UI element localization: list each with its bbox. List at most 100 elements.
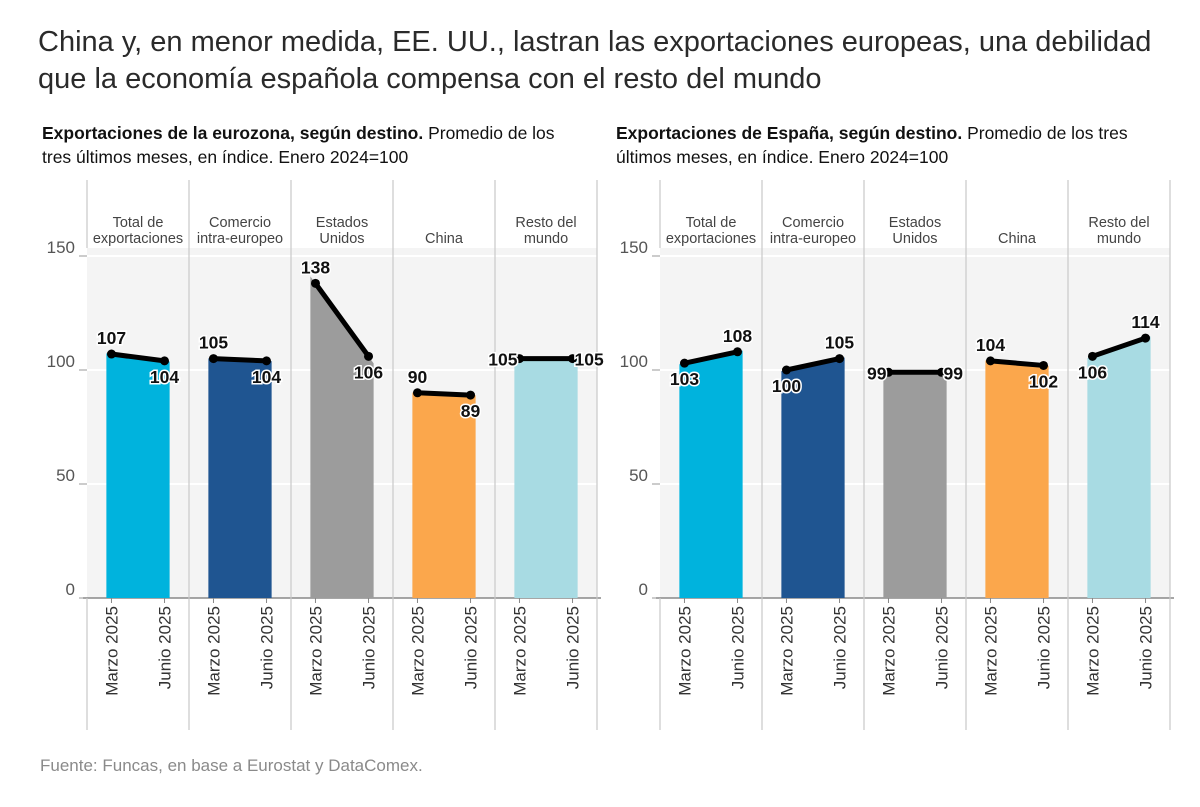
x-tick-label: Marzo 2025 (1083, 606, 1102, 696)
bar (208, 358, 272, 598)
y-tick-label: 100 (47, 352, 75, 371)
x-tick-label: Junio 2025 (462, 606, 481, 689)
source-note: Fuente: Funcas, en base a Eurostat y Dat… (40, 756, 423, 775)
series-line (312, 280, 372, 359)
category-label: Resto del (515, 215, 576, 231)
bar (985, 360, 1049, 598)
x-tick-label: Junio 2025 (156, 606, 175, 689)
data-label: 89 (461, 401, 481, 421)
x-tick-label: Marzo 2025 (204, 606, 223, 696)
data-point (412, 388, 422, 398)
category-label: China (425, 231, 464, 247)
x-tick-label: Marzo 2025 (102, 606, 121, 696)
series-line (210, 356, 270, 364)
data-label: 104 (976, 335, 1005, 355)
category-label: intra-europeo (197, 231, 283, 247)
data-point (781, 365, 791, 375)
bar (679, 350, 743, 598)
data-label: 107 (97, 328, 126, 348)
category-label: Comercio (209, 215, 271, 231)
data-point (883, 367, 893, 377)
category-label: Comercio (782, 215, 844, 231)
x-tick-label: Marzo 2025 (408, 606, 427, 696)
x-tick-label: Junio 2025 (564, 606, 583, 689)
data-label: 105 (825, 333, 854, 353)
data-point (937, 367, 947, 377)
data-label: 99 (867, 363, 887, 383)
x-tick-label: Marzo 2025 (510, 606, 529, 696)
bar (781, 357, 845, 598)
bar (412, 392, 476, 598)
x-tick-label: Junio 2025 (1035, 606, 1054, 689)
data-point (466, 390, 476, 400)
bar (1087, 336, 1151, 598)
x-tick-label: Junio 2025 (729, 606, 748, 689)
data-label: 105 (199, 333, 228, 353)
chart-title: China y, en menor medida, EE. UU., lastr… (38, 26, 1152, 95)
bar (514, 358, 578, 598)
data-point (1039, 360, 1049, 370)
bar (883, 372, 947, 598)
data-point (985, 356, 995, 366)
category-label: China (998, 231, 1037, 247)
category-label: Estados (316, 215, 368, 231)
x-tick-label: Marzo 2025 (777, 606, 796, 696)
x-tick-label: Marzo 2025 (306, 606, 325, 696)
y-tick-label: 150 (620, 238, 648, 257)
x-tick-label: Marzo 2025 (879, 606, 898, 696)
data-label: 106 (1078, 362, 1107, 382)
data-point (835, 354, 845, 364)
data-label: 138 (301, 257, 330, 277)
bar (106, 353, 170, 598)
data-point (364, 351, 374, 361)
x-tick-label: Junio 2025 (360, 606, 379, 689)
subtitle-eurozone: Exportaciones de la eurozona, según dest… (42, 121, 582, 169)
subtitle-spain-bold: Exportaciones de España, según destino. (616, 123, 963, 143)
category-label: mundo (524, 231, 568, 247)
x-tick-label: Junio 2025 (1137, 606, 1156, 689)
category-label: mundo (1097, 231, 1141, 247)
data-label: 105 (488, 350, 517, 370)
y-tick-label: 50 (629, 466, 648, 485)
data-point (733, 347, 743, 357)
data-label: 100 (772, 376, 801, 396)
data-point (1141, 333, 1151, 343)
y-tick-label: 150 (47, 238, 75, 257)
subtitle-spain: Exportaciones de España, según destino. … (616, 121, 1156, 169)
bar (310, 276, 374, 598)
y-tick-label: 50 (56, 466, 75, 485)
series-line (108, 351, 168, 364)
category-label: Total de (113, 215, 164, 231)
x-tick-label: Junio 2025 (831, 606, 850, 689)
category-label: Unidos (319, 231, 364, 247)
category-label: Estados (889, 215, 941, 231)
category-label: Resto del (1088, 215, 1149, 231)
data-point (1087, 351, 1097, 361)
data-point (106, 349, 116, 359)
x-tick-label: Junio 2025 (258, 606, 277, 689)
x-tick-label: Junio 2025 (933, 606, 952, 689)
data-point (262, 356, 272, 366)
data-label: 104 (150, 367, 179, 387)
data-point (514, 354, 524, 364)
subtitle-eurozone-bold: Exportaciones de la eurozona, según dest… (42, 123, 424, 143)
subtitle-spain-text: Promedio de los tres últimos meses, en í… (616, 123, 1128, 167)
data-label: 105 (575, 350, 604, 370)
data-label: 104 (252, 367, 281, 387)
x-tick-label: Marzo 2025 (675, 606, 694, 696)
data-label: 102 (1029, 371, 1058, 391)
data-point (568, 354, 578, 364)
series-line (681, 349, 741, 366)
data-label: 103 (670, 369, 699, 389)
data-label: 108 (723, 326, 752, 346)
subtitle-eurozone-text: Promedio de los tres últimos meses, en í… (42, 123, 555, 167)
category-label: Unidos (892, 231, 937, 247)
data-point (208, 354, 218, 364)
category-label: intra-europeo (770, 231, 856, 247)
data-label: 90 (408, 367, 428, 387)
y-tick-label: 100 (620, 352, 648, 371)
series-line (414, 390, 474, 398)
x-tick-label: Marzo 2025 (981, 606, 1000, 696)
